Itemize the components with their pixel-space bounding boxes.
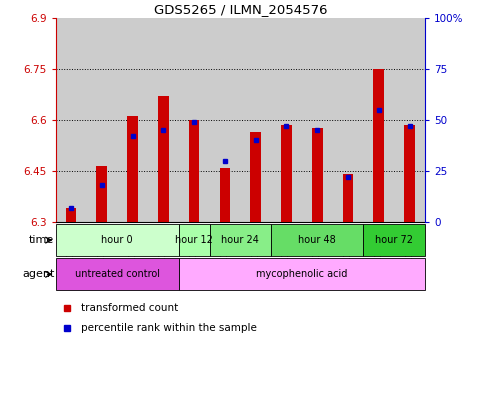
- Bar: [86, 18, 117, 222]
- Bar: [364, 224, 425, 256]
- Bar: [127, 116, 138, 222]
- Bar: [240, 18, 271, 222]
- Bar: [271, 18, 302, 222]
- Bar: [302, 18, 333, 222]
- Bar: [210, 18, 240, 222]
- Text: hour 48: hour 48: [298, 235, 336, 245]
- Bar: [271, 224, 364, 256]
- Text: hour 12: hour 12: [175, 235, 213, 245]
- Text: hour 0: hour 0: [101, 235, 133, 245]
- Bar: [281, 125, 292, 222]
- Bar: [96, 166, 107, 222]
- Text: percentile rank within the sample: percentile rank within the sample: [82, 323, 257, 333]
- Bar: [210, 224, 271, 256]
- Bar: [333, 18, 364, 222]
- Text: mycophenolic acid: mycophenolic acid: [256, 269, 348, 279]
- Bar: [179, 18, 210, 222]
- Bar: [56, 224, 179, 256]
- Bar: [179, 224, 210, 256]
- Bar: [312, 129, 323, 222]
- Text: transformed count: transformed count: [82, 303, 179, 312]
- Bar: [342, 174, 354, 222]
- Text: time: time: [29, 235, 54, 245]
- Bar: [56, 18, 86, 222]
- Text: hour 72: hour 72: [375, 235, 413, 245]
- Bar: [364, 18, 394, 222]
- Bar: [158, 96, 169, 222]
- Bar: [117, 18, 148, 222]
- Bar: [404, 125, 415, 222]
- Bar: [250, 132, 261, 222]
- Text: hour 24: hour 24: [221, 235, 259, 245]
- Text: agent: agent: [22, 269, 54, 279]
- Bar: [219, 167, 230, 222]
- Title: GDS5265 / ILMN_2054576: GDS5265 / ILMN_2054576: [154, 4, 327, 17]
- Bar: [66, 208, 76, 222]
- Bar: [179, 258, 425, 290]
- Bar: [56, 258, 179, 290]
- Bar: [394, 18, 425, 222]
- Bar: [189, 120, 199, 222]
- Bar: [373, 69, 384, 222]
- Bar: [148, 18, 179, 222]
- Text: untreated control: untreated control: [75, 269, 159, 279]
